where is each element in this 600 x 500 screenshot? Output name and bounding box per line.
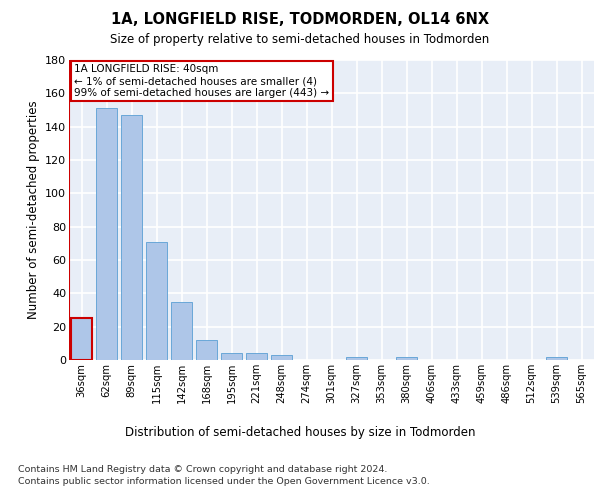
Bar	[196, 340, 217, 360]
Bar	[396, 356, 417, 360]
Text: 1A LONGFIELD RISE: 40sqm
← 1% of semi-detached houses are smaller (4)
99% of sem: 1A LONGFIELD RISE: 40sqm ← 1% of semi-de…	[74, 64, 329, 98]
Bar	[246, 354, 267, 360]
Text: 1A, LONGFIELD RISE, TODMORDEN, OL14 6NX: 1A, LONGFIELD RISE, TODMORDEN, OL14 6NX	[111, 12, 489, 28]
Bar	[71, 318, 92, 360]
Y-axis label: Number of semi-detached properties: Number of semi-detached properties	[26, 100, 40, 320]
Text: Contains HM Land Registry data © Crown copyright and database right 2024.: Contains HM Land Registry data © Crown c…	[18, 465, 388, 474]
Bar	[221, 354, 242, 360]
Bar	[171, 302, 192, 360]
Bar	[271, 355, 292, 360]
Bar	[346, 356, 367, 360]
Bar	[546, 356, 567, 360]
Text: Size of property relative to semi-detached houses in Todmorden: Size of property relative to semi-detach…	[110, 32, 490, 46]
Text: Distribution of semi-detached houses by size in Todmorden: Distribution of semi-detached houses by …	[125, 426, 475, 439]
Bar	[146, 242, 167, 360]
Text: Contains public sector information licensed under the Open Government Licence v3: Contains public sector information licen…	[18, 478, 430, 486]
Bar	[121, 115, 142, 360]
Bar	[96, 108, 117, 360]
